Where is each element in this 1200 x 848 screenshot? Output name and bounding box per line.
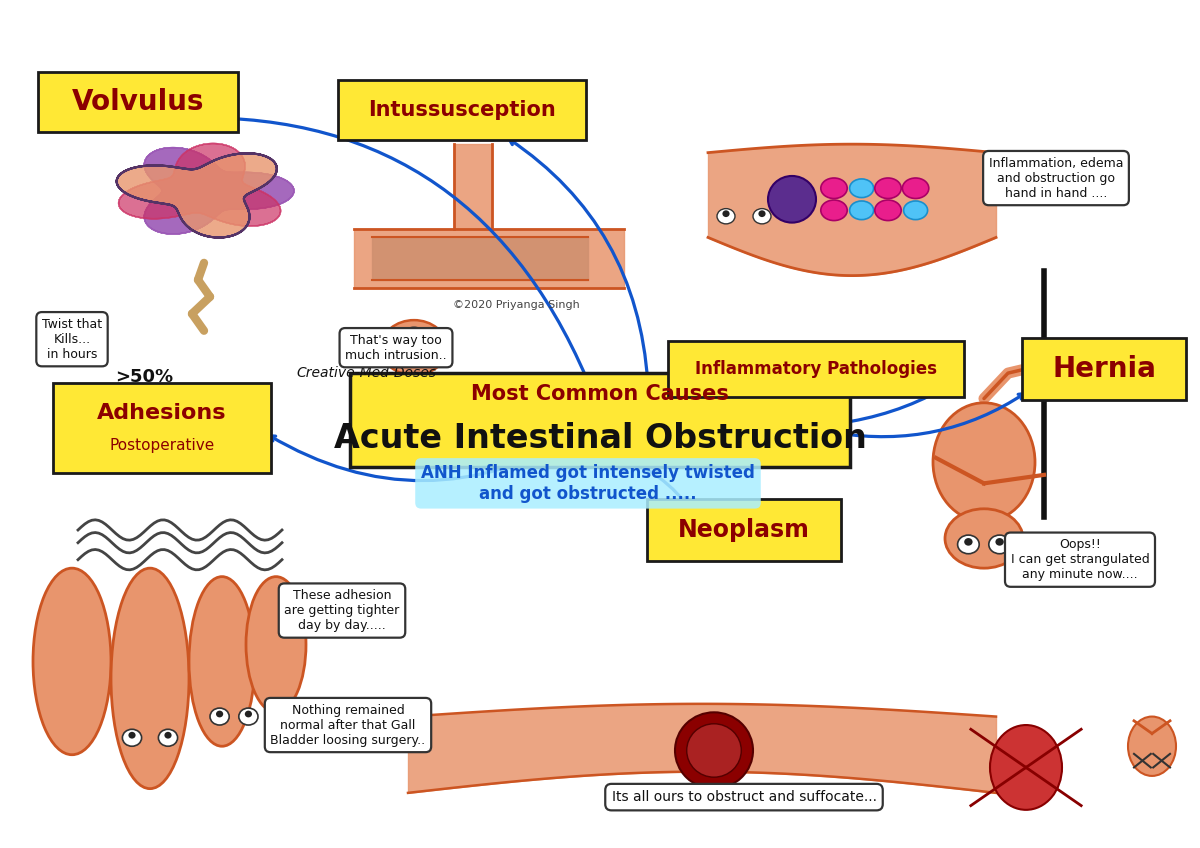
Text: Nothing remained
normal after that Gall
Bladder loosing surgery..: Nothing remained normal after that Gall …: [270, 704, 426, 746]
Ellipse shape: [718, 209, 734, 224]
Ellipse shape: [934, 403, 1034, 522]
Ellipse shape: [128, 732, 136, 739]
Ellipse shape: [958, 535, 979, 554]
FancyBboxPatch shape: [338, 81, 586, 140]
Ellipse shape: [990, 725, 1062, 810]
Polygon shape: [116, 153, 277, 237]
Ellipse shape: [754, 209, 772, 224]
Ellipse shape: [406, 326, 422, 335]
Ellipse shape: [239, 708, 258, 725]
FancyBboxPatch shape: [54, 383, 271, 473]
Text: Adhesions: Adhesions: [97, 403, 227, 423]
Ellipse shape: [190, 577, 256, 746]
Ellipse shape: [674, 712, 754, 789]
Ellipse shape: [821, 200, 847, 220]
Ellipse shape: [396, 347, 403, 354]
Ellipse shape: [34, 568, 112, 755]
Text: Intussusception: Intussusception: [368, 100, 556, 120]
Text: Twist that
Kills...
in hours: Twist that Kills... in hours: [42, 318, 102, 360]
Text: Inflammation, edema
and obstruction go
hand in hand ....: Inflammation, edema and obstruction go h…: [989, 157, 1123, 199]
Ellipse shape: [425, 347, 432, 354]
Ellipse shape: [850, 201, 874, 220]
Ellipse shape: [686, 723, 742, 777]
Ellipse shape: [850, 179, 874, 198]
Ellipse shape: [875, 178, 901, 198]
Ellipse shape: [904, 201, 928, 220]
Text: Hernia: Hernia: [1052, 354, 1156, 383]
Ellipse shape: [122, 729, 142, 746]
Text: Acute Intestinal Obstruction: Acute Intestinal Obstruction: [334, 422, 866, 455]
Text: These adhesion
are getting tighter
day by day.....: These adhesion are getting tighter day b…: [284, 589, 400, 632]
Ellipse shape: [875, 200, 901, 220]
FancyBboxPatch shape: [668, 341, 964, 397]
Text: Creative-Med-Doses: Creative-Med-Doses: [296, 366, 436, 380]
Polygon shape: [144, 148, 294, 234]
Ellipse shape: [246, 577, 306, 712]
Text: Most Common Causes: Most Common Causes: [472, 384, 728, 404]
Ellipse shape: [420, 345, 437, 360]
Ellipse shape: [768, 176, 816, 223]
Text: Neoplasm: Neoplasm: [678, 518, 810, 542]
Ellipse shape: [902, 178, 929, 198]
Text: ANH Inflamed got intensely twisted
and got obstructed .....: ANH Inflamed got intensely twisted and g…: [421, 464, 755, 503]
Text: Postoperative: Postoperative: [109, 438, 215, 453]
Ellipse shape: [245, 711, 252, 717]
Text: That's way too
much intrusion..: That's way too much intrusion..: [346, 333, 446, 362]
Ellipse shape: [164, 732, 172, 739]
Text: Its all ours to obstruct and suffocate...: Its all ours to obstruct and suffocate..…: [612, 790, 876, 804]
Text: Volvulus: Volvulus: [72, 87, 204, 116]
FancyBboxPatch shape: [350, 373, 850, 466]
Polygon shape: [119, 143, 281, 226]
Text: Inflammatory Pathologies: Inflammatory Pathologies: [695, 360, 937, 378]
Text: >50%: >50%: [115, 368, 173, 387]
Text: Oops!!
I can get strangulated
any minute now....: Oops!! I can get strangulated any minute…: [1010, 538, 1150, 581]
Ellipse shape: [380, 321, 446, 375]
Ellipse shape: [722, 210, 730, 217]
Ellipse shape: [216, 711, 223, 717]
Ellipse shape: [758, 210, 766, 217]
Ellipse shape: [1128, 717, 1176, 776]
Ellipse shape: [965, 538, 973, 546]
Ellipse shape: [821, 178, 847, 198]
FancyBboxPatch shape: [38, 72, 238, 132]
Ellipse shape: [995, 538, 1004, 546]
FancyBboxPatch shape: [1022, 338, 1186, 400]
Ellipse shape: [989, 535, 1010, 554]
Ellipse shape: [112, 568, 190, 789]
Ellipse shape: [158, 729, 178, 746]
Ellipse shape: [210, 708, 229, 725]
Text: ©2020 Priyanga Singh: ©2020 Priyanga Singh: [452, 300, 580, 310]
Ellipse shape: [391, 345, 408, 360]
Ellipse shape: [946, 509, 1022, 568]
FancyBboxPatch shape: [648, 499, 840, 561]
